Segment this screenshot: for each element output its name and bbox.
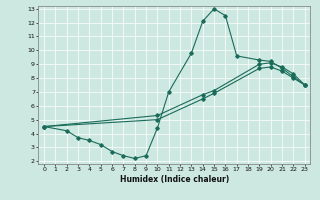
X-axis label: Humidex (Indice chaleur): Humidex (Indice chaleur) <box>120 175 229 184</box>
